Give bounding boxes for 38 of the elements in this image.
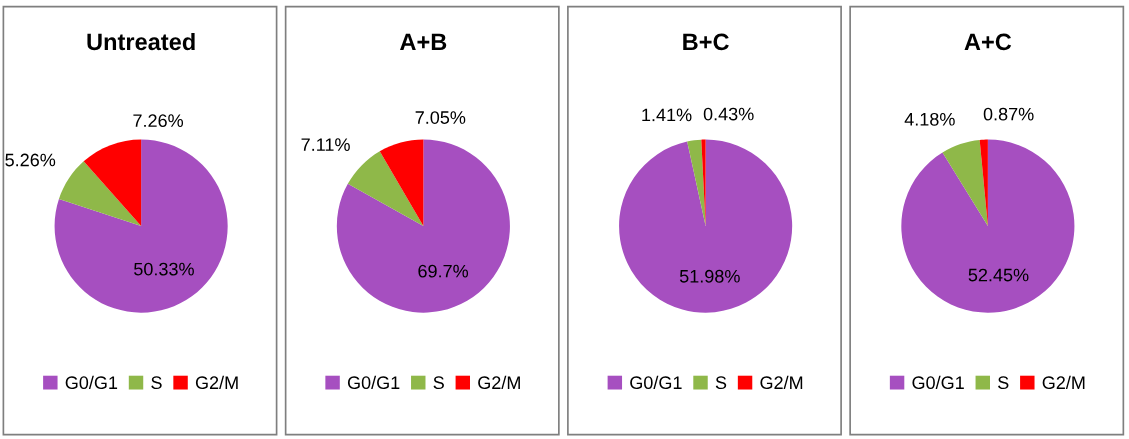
data-label: 51.98% [679, 269, 740, 283]
data-label: 52.45% [968, 268, 1029, 282]
data-label: 7.05% [415, 111, 466, 124]
legend-label: G2/M [760, 375, 803, 390]
data-label: 50.33% [134, 262, 194, 276]
pie-slice [687, 139, 706, 227]
pie-slice [942, 139, 988, 227]
pie-slice [619, 139, 793, 313]
data-label: 0.87% [983, 107, 1034, 121]
legend-label: S [433, 376, 444, 390]
data-label: 5.26% [5, 153, 56, 167]
data-label: 4.18% [904, 112, 955, 126]
chart-title: Untreated [87, 32, 195, 51]
legend-label: S [715, 376, 727, 390]
chart-title: B+C [683, 33, 729, 51]
legend-label: S [151, 376, 162, 390]
slice-label: G0/G1 [630, 375, 682, 390]
legend-label: G0/G1 [65, 375, 118, 390]
pie-slice [701, 139, 706, 227]
data-label: 7.11% [301, 138, 350, 151]
legend-label: G2/M [478, 375, 520, 390]
slice-label: G0/G1 [347, 375, 400, 390]
pie-slice [58, 161, 142, 227]
legend-label: G2/M [195, 375, 238, 390]
data-label: 7.26% [133, 114, 184, 128]
legend-label: S [998, 376, 1009, 390]
legend-label: G2/M [1042, 375, 1085, 390]
pie-slice [901, 139, 1075, 313]
pie-slice [347, 151, 424, 227]
chart-title: A+C [964, 33, 1012, 51]
data-label: 0.43% [703, 107, 754, 121]
slice-label: G0/G1 [912, 375, 964, 390]
data-label: 69.7% [418, 264, 469, 278]
chart-title: A+B [400, 33, 447, 51]
data-label: 1.41% [642, 108, 692, 122]
pie-slice [83, 139, 142, 227]
pie-slice [379, 139, 424, 227]
pie-slice [54, 139, 228, 313]
